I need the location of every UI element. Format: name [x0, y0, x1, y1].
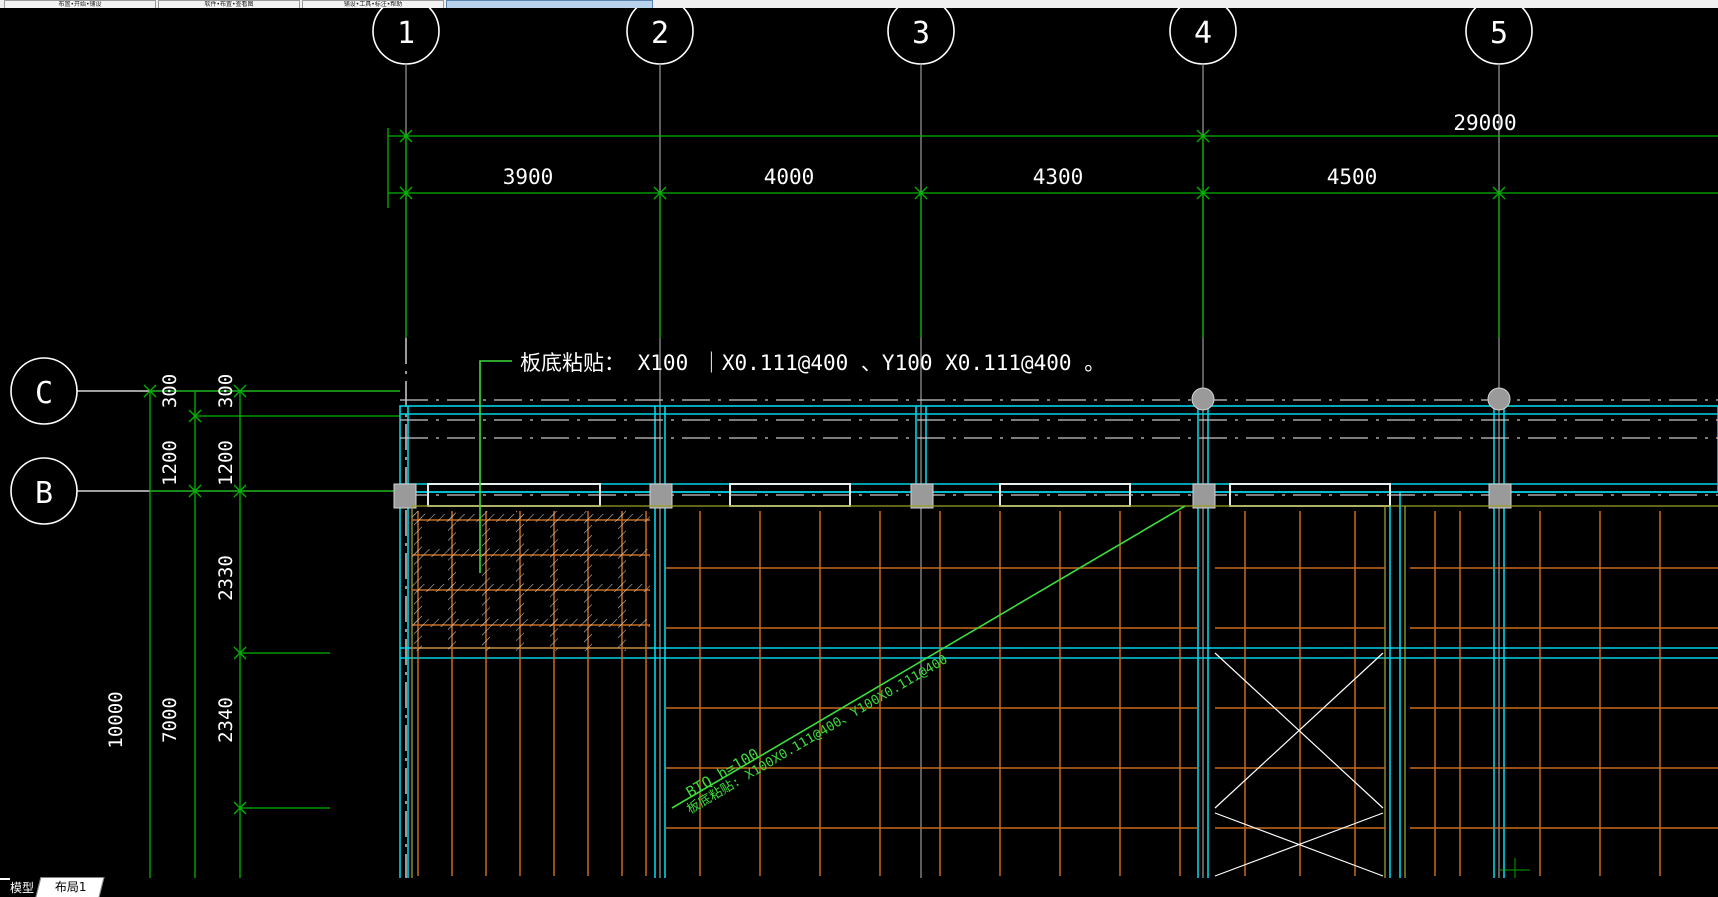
rebar-bay-2 [665, 511, 1198, 876]
diagonal-slab-tag: BTQ h=100 板底粘贴: X100X0.111@400、Y100X0.11… [671, 505, 1186, 817]
grid-bubble-labels-vertical: 1 2 3 4 5 [397, 16, 1508, 51]
grid-label-5: 5 [1490, 16, 1508, 51]
column-at-grid-2 [649, 483, 673, 509]
beam-outline-cyan [399, 405, 1718, 878]
layout-tabs: 模型 布局1 [0, 877, 105, 897]
grid-bubble-group-vertical [372, 8, 1533, 65]
rebar-bay-1 [412, 511, 650, 876]
cad-drawing: 1 2 3 4 5 [10, 8, 1718, 878]
vdim-7000: 7000 [159, 697, 181, 743]
ribbon-tab-2[interactable]: 软件•布置•查看图 [158, 0, 300, 8]
vertical-dimension-lines [149, 390, 400, 878]
grid-bubble-labels-horizontal: C B [35, 376, 53, 511]
slab-bottom-bonding-note: 板底粘贴： X100 ｜X0.111@400 、Y100 X0.111@400 … [520, 351, 1105, 375]
crosshair-cursor [1500, 858, 1530, 878]
tab-layout1[interactable]: 布局1 [35, 877, 105, 897]
beam-and-wall-geometry [393, 387, 1718, 878]
vdim-10000: 10000 [105, 691, 127, 748]
ribbon-tab-1[interactable]: 布置•开始•铺设 [4, 0, 156, 8]
column-at-grid-5 [1488, 483, 1512, 509]
column-at-grid-1 [393, 483, 417, 509]
slab-opening-cross [1214, 652, 1384, 877]
layout-tab-bar: 模型 布局1 [0, 877, 1718, 897]
tab-model-label: 模型 [10, 881, 35, 895]
round-column [1191, 387, 1511, 411]
tab-layout1-label: 布局1 [54, 880, 87, 894]
vdim-1200-b: 1200 [215, 440, 237, 486]
horizontal-dimension-lines [387, 128, 1718, 338]
annotation-leader [479, 360, 512, 573]
dimension-overall-label: 29000 [1453, 111, 1516, 135]
round-column-at-C5 [1487, 387, 1511, 411]
rebar-bay-3 [1215, 511, 1718, 876]
grid-label-3: 3 [912, 16, 930, 51]
vdim-300-b: 300 [215, 374, 237, 408]
dimension-ticks [399, 129, 1506, 200]
rebar-grid-orange [412, 511, 1718, 876]
dimension-seg-1: 3900 [503, 165, 554, 189]
tab-model[interactable]: 模型 [0, 880, 45, 897]
grid-label-2: 2 [651, 16, 669, 51]
vertical-dimension-ticks [143, 384, 247, 815]
column-at-grid-4 [1192, 483, 1216, 509]
slab-edge-olive [411, 505, 1718, 878]
diagonal-tag-line [671, 505, 1186, 809]
vertical-dimension-labels: 300 300 1200 1200 2330 2340 7000 10000 [105, 374, 237, 749]
diagonal-tag-text-line2: 板底粘贴: X100X0.111@400、Y100X0.111@400 [684, 651, 950, 817]
dimension-seg-4: 4500 [1327, 165, 1378, 189]
ribbon-tab-active[interactable] [446, 0, 653, 8]
drawing-canvas[interactable]: 1 2 3 4 5 [0, 8, 1718, 878]
grid-label-B: B [35, 476, 53, 511]
vdim-2340: 2340 [215, 697, 237, 743]
grid-label-C: C [35, 376, 53, 411]
round-column-at-C4 [1191, 387, 1215, 411]
grid-axis-lines-horizontal [77, 390, 400, 492]
grid-label-4: 4 [1194, 16, 1212, 51]
vdim-2330: 2330 [215, 555, 237, 601]
column-at-grid-3 [910, 483, 934, 509]
dimension-seg-3: 4300 [1033, 165, 1084, 189]
column-block [393, 483, 1512, 509]
horizontal-dimension-labels: 29000 3900 4000 4300 4500 [503, 111, 1517, 189]
ribbon-tab-3[interactable]: 铺设•工具•标注•帮助 [302, 0, 444, 8]
rebar-hatch-bands [412, 511, 650, 651]
vdim-300-a: 300 [159, 374, 181, 408]
grid-label-1: 1 [397, 16, 415, 51]
dimension-seg-2: 4000 [764, 165, 815, 189]
vdim-1200-a: 1200 [159, 440, 181, 486]
